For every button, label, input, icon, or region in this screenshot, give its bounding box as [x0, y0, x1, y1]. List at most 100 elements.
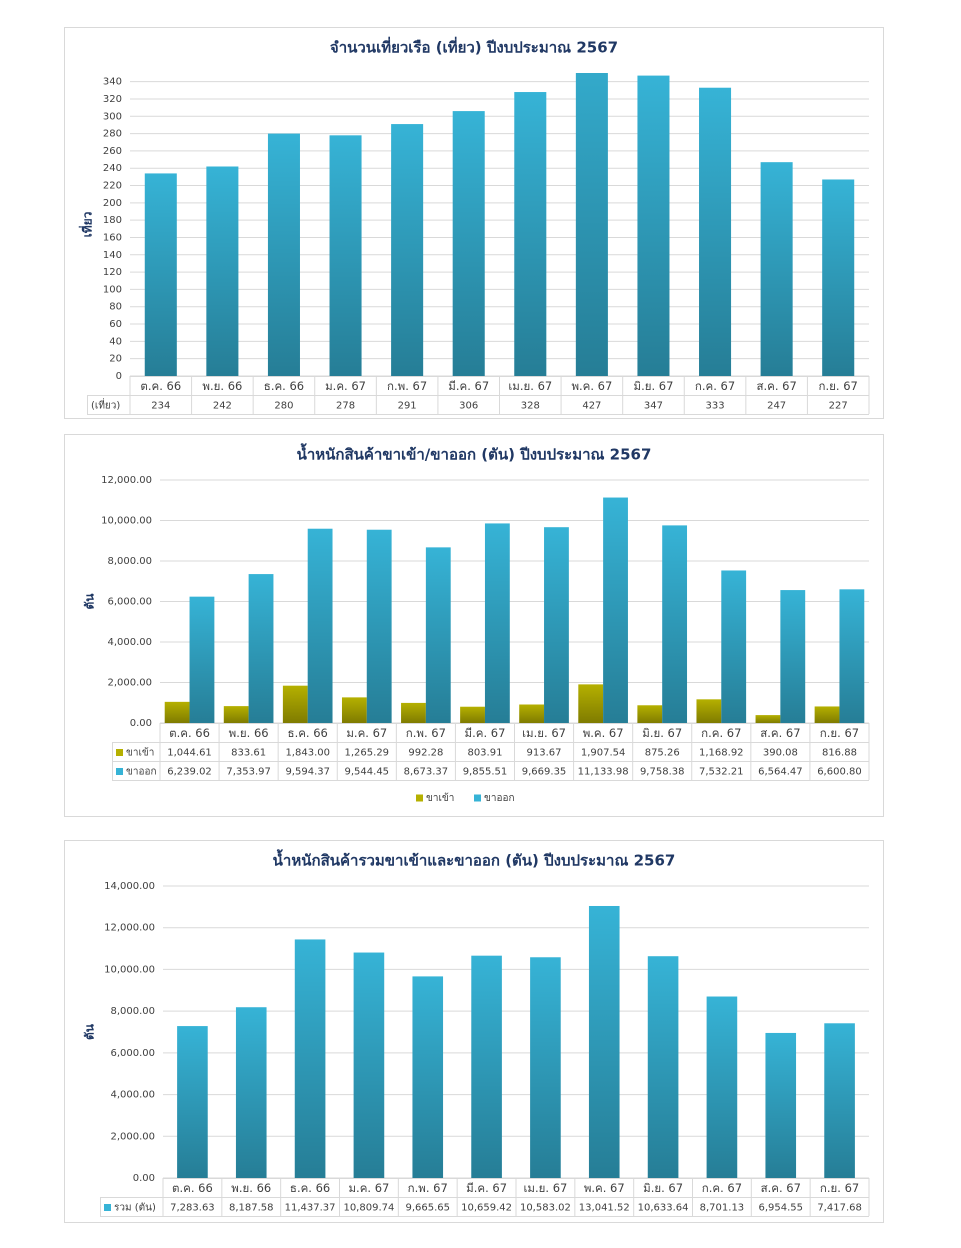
- plot-area: [164, 497, 865, 723]
- y-tick-label: 320: [103, 94, 122, 105]
- y-tick-label: 2,000.00: [107, 678, 152, 689]
- x-tick-label: ส.ค. 67: [760, 726, 800, 740]
- bar-shade: [223, 706, 249, 723]
- data-cell: 280: [274, 401, 293, 412]
- bar-shade: [696, 699, 722, 723]
- x-tick-label: พ.ค. 67: [583, 726, 624, 740]
- bar-shade: [425, 547, 451, 723]
- chart-title: น้ำหนักสินค้าขาเข้า/ขาออก (ตัน) ปีงบประม…: [297, 443, 652, 464]
- bar-shade: [765, 1032, 797, 1178]
- bar-shade: [144, 173, 177, 376]
- x-tick-label: ม.ค. 67: [346, 726, 387, 740]
- bar-shade: [578, 684, 604, 723]
- data-cell: 247: [767, 401, 786, 412]
- data-cell: 9,544.45: [345, 767, 390, 778]
- x-tick-label: ก.พ. 67: [406, 726, 446, 740]
- x-tick-label: พ.ย. 66: [231, 1181, 271, 1195]
- data-cell: 913.67: [527, 748, 562, 759]
- x-tick-label: มิ.ย. 67: [642, 726, 682, 740]
- y-axis-label: ตัน: [83, 1023, 97, 1040]
- data-cell: 1,168.92: [699, 748, 744, 759]
- y-tick-label: 6,000.00: [110, 1048, 155, 1059]
- data-cell: 427: [582, 401, 601, 412]
- x-tick-label: เม.ย. 67: [523, 1181, 567, 1195]
- y-tick-label: 4,000.00: [110, 1090, 155, 1101]
- data-cell: 833.61: [231, 748, 266, 759]
- y-tick-label: 80: [109, 302, 122, 313]
- bar-shade: [164, 701, 190, 723]
- row-header: ขาเข้า: [126, 747, 154, 759]
- row-header: รวม (ตัน): [114, 1203, 156, 1214]
- data-cell: 10,809.74: [343, 1203, 394, 1214]
- x-tick-label: ส.ค. 67: [756, 379, 796, 393]
- y-tick-label: 0.00: [133, 1173, 155, 1184]
- y-tick-label: 8,000.00: [110, 1006, 155, 1017]
- y-tick-label: 100: [103, 284, 122, 295]
- data-cell: 7,353.97: [226, 767, 271, 778]
- data-cell: 306: [459, 401, 478, 412]
- x-tick-label: พ.ค. 67: [584, 1181, 625, 1195]
- data-cell: 8,673.37: [404, 767, 449, 778]
- data-cell: 347: [644, 401, 663, 412]
- bar-shade: [822, 179, 855, 376]
- x-tick-label: ม.ค. 67: [348, 1181, 389, 1195]
- bar-shade: [637, 75, 670, 376]
- bar-shade: [235, 1007, 267, 1178]
- chart-title: น้ำหนักสินค้ารวมขาเข้าและขาออก (ตัน) ปีง…: [273, 849, 676, 870]
- y-tick-label: 300: [103, 111, 122, 122]
- legend-key: [474, 794, 481, 802]
- data-cell: 6,954.55: [758, 1203, 803, 1214]
- plot-area: [144, 73, 855, 376]
- data-cell: 7,417.68: [817, 1203, 862, 1214]
- bar-shade: [780, 590, 806, 723]
- bar-shade: [824, 1023, 855, 1178]
- y-axis-label: ตัน: [83, 593, 97, 610]
- bar-shade: [391, 124, 424, 376]
- y-tick-label: 8,000.00: [107, 556, 152, 567]
- data-cell: 8,701.13: [700, 1203, 745, 1214]
- data-cell: 6,564.47: [758, 767, 803, 778]
- y-tick-label: 6,000.00: [107, 597, 152, 608]
- y-tick-label: 12,000.00: [104, 923, 155, 934]
- bar-shade: [177, 1026, 208, 1178]
- legend-key: [416, 794, 423, 802]
- y-tick-label: 220: [103, 181, 122, 192]
- bar-shade: [721, 570, 747, 723]
- bar-shade: [814, 706, 840, 723]
- data-cell: 7,283.63: [170, 1203, 215, 1214]
- data-cell: 7,532.21: [699, 767, 744, 778]
- y-tick-label: 20: [109, 354, 122, 365]
- y-tick-label: 4,000.00: [107, 637, 152, 648]
- data-cell: 328: [521, 401, 540, 412]
- chart-title: จำนวนเที่ยวเรือ (เที่ยว) ปีงบประมาณ 2567: [330, 37, 618, 57]
- bar-shade: [637, 705, 663, 723]
- data-cell: 1,265.29: [345, 748, 390, 759]
- x-tick-label: ม.ค. 67: [325, 379, 366, 393]
- x-tick-label: มี.ค. 67: [465, 726, 506, 740]
- x-tick-label: ต.ค. 66: [169, 726, 210, 740]
- x-tick-label: มิ.ย. 67: [633, 379, 673, 393]
- bar-shade: [452, 111, 485, 376]
- data-cell: 11,133.98: [578, 767, 629, 778]
- y-axis-label: เที่ยว: [79, 211, 95, 237]
- data-cell: 333: [705, 401, 724, 412]
- x-tick-label: ธ.ค. 66: [264, 379, 304, 393]
- row-header: ขาออก: [126, 767, 157, 778]
- y-tick-label: 340: [103, 77, 122, 88]
- data-cell: 1,907.54: [581, 748, 626, 759]
- legend-key: [116, 768, 123, 775]
- x-tick-label: ธ.ค. 66: [290, 1181, 330, 1195]
- x-tick-label: ต.ค. 66: [140, 379, 181, 393]
- x-tick-label: ก.พ. 67: [408, 1181, 448, 1195]
- x-tick-label: ก.ค. 67: [702, 1181, 742, 1195]
- data-cell: 291: [398, 401, 417, 412]
- bar-shade: [647, 956, 679, 1178]
- bar-shade: [282, 685, 308, 723]
- plot-area: [177, 905, 855, 1178]
- bar-shade: [839, 589, 865, 723]
- x-tick-label: มี.ค. 67: [466, 1181, 507, 1195]
- x-tick-label: ก.ย. 67: [819, 379, 858, 393]
- data-cell: 9,758.38: [640, 767, 685, 778]
- y-tick-label: 120: [103, 267, 122, 278]
